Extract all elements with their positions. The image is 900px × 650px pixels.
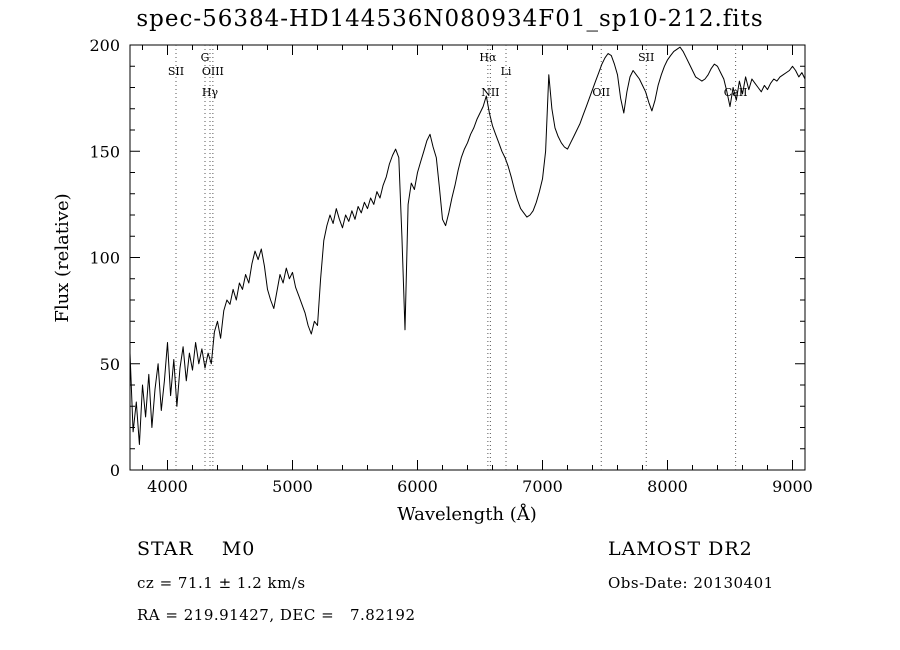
y-tick-label: 0 xyxy=(110,461,120,480)
plot-frame xyxy=(129,44,806,471)
survey-label: LAMOST DR2 xyxy=(608,538,753,560)
obs-date: Obs-Date: 20130401 xyxy=(608,574,774,592)
x-tick-label: 6000 xyxy=(397,477,438,496)
line-marker-label: SII xyxy=(638,51,654,64)
x-tick-label: 7000 xyxy=(522,477,563,496)
line-marker-label: OII xyxy=(592,86,610,99)
line-marker-label: OIII xyxy=(202,65,224,78)
y-tick-label: 100 xyxy=(89,249,120,268)
object-type-label: STAR M0 xyxy=(137,538,256,560)
x-tick-label: 9000 xyxy=(772,477,813,496)
ra-dec-coordinates: RA = 219.91427, DEC = 7.82192 xyxy=(137,606,416,624)
y-tick-label: 50 xyxy=(100,355,120,374)
line-marker-label: NII xyxy=(481,86,499,99)
y-tick-label: 200 xyxy=(89,36,120,55)
plot-title: spec-56384-HD144536N080934F01_sp10-212.f… xyxy=(136,6,764,32)
line-marker-label: G xyxy=(201,51,210,64)
x-tick-label: 5000 xyxy=(272,477,313,496)
x-tick-label: 4000 xyxy=(147,477,188,496)
spectrum-trace xyxy=(129,46,806,445)
line-marker-label: SII xyxy=(168,65,184,78)
line-marker-label: Hα xyxy=(479,51,497,64)
line-marker-label: Li xyxy=(501,65,512,78)
cz-value: cz = 71.1 ± 1.2 km/s xyxy=(137,574,306,592)
y-axis-label: Flux (relative) xyxy=(52,193,73,322)
x-axis-label: Wavelength (Å) xyxy=(397,503,537,525)
line-marker-label: Hγ xyxy=(202,86,219,99)
x-tick-label: 8000 xyxy=(647,477,688,496)
y-tick-label: 150 xyxy=(89,142,120,161)
